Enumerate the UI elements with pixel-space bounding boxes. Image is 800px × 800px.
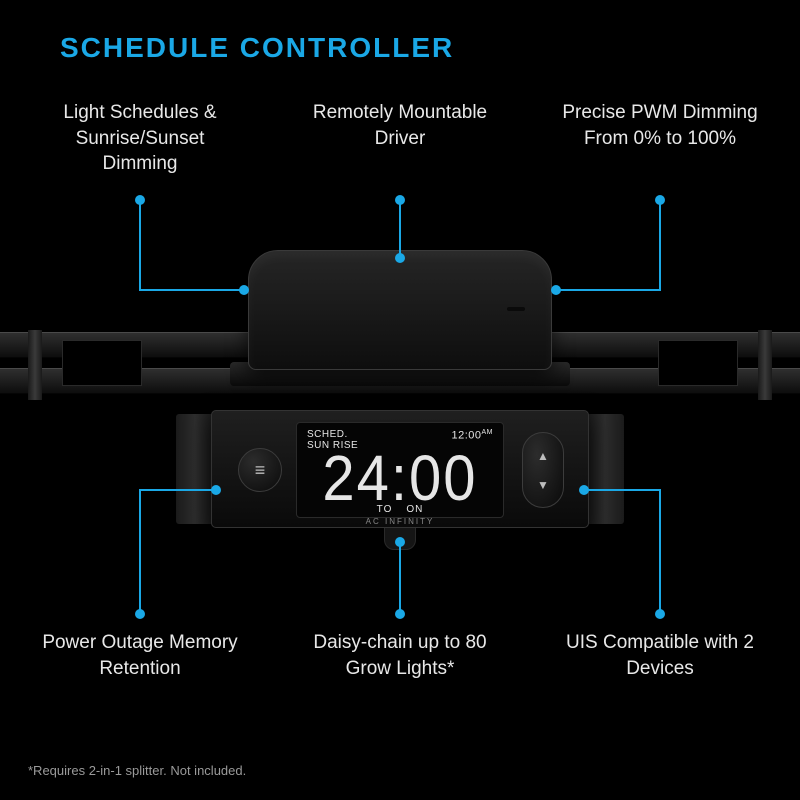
screen-mode-label: SCHED. (307, 429, 358, 440)
menu-icon: ≡ (255, 460, 266, 481)
chevron-down-icon: ▼ (537, 478, 549, 492)
controller-connector (384, 528, 416, 550)
lcd-screen: SCHED. SUN RISE 12:00AM 24:00 TO ON AC I… (296, 422, 504, 518)
callout-pwm-dimming: Precise PWM Dimming From 0% to 100% (560, 100, 760, 151)
callout-remote-driver: Remotely Mountable Driver (300, 100, 500, 151)
screen-clock-time: 12:00 (451, 430, 481, 442)
callout-memory-retention: Power Outage Memory Retention (40, 630, 240, 681)
page-title: SCHEDULE CONTROLLER (60, 32, 454, 64)
controller-bracket (586, 414, 624, 524)
product-illustration: ≡ ▲ ▼ SCHED. SUN RISE 12:00AM 24:00 TO O… (0, 240, 800, 570)
screen-brand: AC INFINITY (307, 517, 493, 526)
screen-main-time: 24:00 (307, 448, 493, 509)
footnote: *Requires 2-in-1 splitter. Not included. (28, 763, 246, 778)
up-down-button[interactable]: ▲ ▼ (522, 432, 564, 508)
frame-cutout (658, 340, 738, 386)
driver-module (248, 250, 552, 370)
screen-clock-ampm: AM (482, 429, 494, 436)
callout-daisy-chain: Daisy-chain up to 80 Grow Lights* (300, 630, 500, 681)
controller-bracket (176, 414, 214, 524)
frame-edge (758, 330, 772, 400)
callout-light-schedules: Light Schedules & Sunrise/Sunset Dimming (40, 100, 240, 177)
callout-uis-compatible: UIS Compatible with 2 Devices (560, 630, 760, 681)
chevron-up-icon: ▲ (537, 449, 549, 463)
frame-cutout (62, 340, 142, 386)
menu-button[interactable]: ≡ (238, 448, 282, 492)
frame-edge (28, 330, 42, 400)
